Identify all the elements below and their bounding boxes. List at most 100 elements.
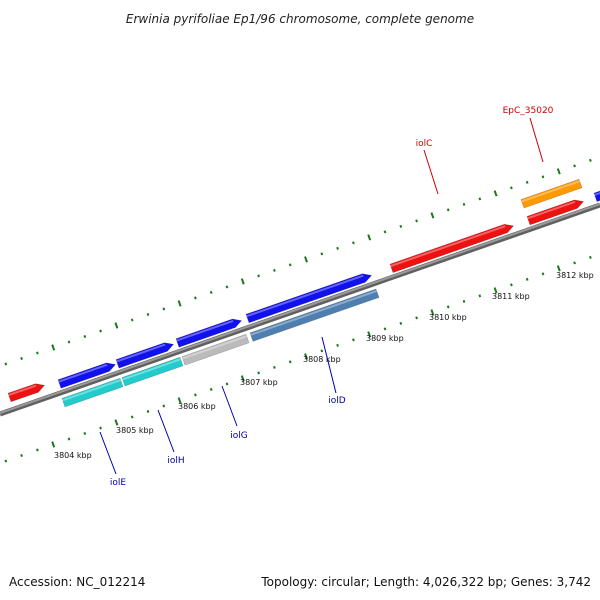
inner-track-tick	[415, 316, 418, 320]
gene-iolH-highlight	[122, 358, 181, 381]
outer-track-tick	[20, 356, 23, 360]
gene-label-iolC[interactable]: iolC	[416, 139, 433, 149]
inner-track-tick	[383, 327, 387, 331]
inner-track-tick	[194, 393, 197, 397]
inner-track-tick	[209, 387, 213, 391]
inner-track-tick	[352, 338, 355, 342]
outer-track-tick	[304, 256, 308, 263]
outer-track-tick	[273, 268, 276, 272]
gene-iolE[interactable]	[61, 377, 124, 408]
outer-track-tick	[556, 168, 561, 175]
inner-track-tick	[525, 277, 529, 281]
outer-track-tick	[162, 307, 166, 311]
gene-iolD-highlight	[250, 289, 377, 336]
gene-blue-2[interactable]	[115, 342, 175, 369]
outer-track-tick	[462, 202, 466, 206]
gene-iolC[interactable]	[389, 223, 515, 273]
inner-track-tick	[478, 294, 482, 298]
map-title: Erwinia pyrifoliae Ep1/96 chromosome, co…	[126, 12, 474, 26]
gene-iolH[interactable]	[121, 356, 184, 387]
inner-track-tick	[36, 448, 39, 452]
gene-blue-edge[interactable]	[593, 190, 600, 202]
gene-iolD[interactable]	[249, 288, 380, 342]
gene-red-left[interactable]	[7, 383, 46, 403]
inner-tick-track	[4, 255, 592, 463]
outer-track-tick	[225, 285, 229, 289]
inner-track-tick	[430, 309, 435, 316]
outer-tick-track	[4, 158, 592, 366]
inner-track-tick	[336, 343, 339, 347]
outer-track-tick	[493, 190, 498, 197]
outer-track-tick	[415, 219, 418, 223]
gene-label-EpC_35020[interactable]: EpC_35020	[503, 106, 554, 116]
inner-track-tick	[257, 371, 260, 375]
outer-track-tick	[67, 340, 71, 344]
gene-red-right[interactable]	[526, 199, 585, 226]
inner-track-tick	[83, 431, 87, 435]
gene-EpC_35020[interactable]	[520, 178, 583, 209]
outer-track-tick	[177, 300, 182, 307]
outer-track-tick	[257, 274, 260, 278]
gene-iolC-highlight	[390, 225, 506, 267]
tick-label-3808: 3808 kbp	[303, 355, 341, 364]
gene-blue-1[interactable]	[57, 362, 117, 389]
gene-labels: iolC EpC_35020 iolE iolH iolG iolD	[110, 106, 554, 488]
inner-track-tick	[304, 353, 308, 360]
gene-iolG[interactable]	[181, 333, 250, 366]
outer-track-tick	[51, 344, 56, 351]
outer-track-tick	[352, 241, 355, 245]
gene-blue-4[interactable]	[245, 273, 373, 324]
tick-label-3807: 3807 kbp	[240, 378, 278, 387]
inner-track-tick	[51, 441, 56, 448]
gene-blue-edge-highlight	[594, 192, 600, 196]
outer-track-tick	[525, 180, 529, 184]
outer-track-tick	[383, 230, 387, 234]
gene-label-iolH[interactable]: iolH	[167, 456, 184, 466]
tick-label-3809: 3809 kbp	[366, 334, 404, 343]
gene-EpC_35020-highlight	[521, 180, 580, 203]
inner-track-tick	[446, 305, 450, 309]
tick-label-3805: 3805 kbp	[116, 426, 154, 435]
inner-track-tick	[177, 397, 182, 404]
gene-blue-2-highlight	[116, 343, 166, 363]
gene-red-right-highlight	[527, 200, 576, 220]
gene-label-iolG[interactable]: iolG	[230, 431, 248, 441]
outer-track-tick	[399, 224, 403, 228]
inner-track-tick	[462, 299, 466, 303]
outer-track-tick	[510, 186, 513, 190]
outer-track-tick	[367, 234, 372, 241]
outer-track-tick	[573, 164, 576, 168]
outer-track-tick	[4, 362, 8, 366]
gene-blue-3-highlight	[176, 319, 234, 342]
outer-track-tick	[209, 290, 213, 294]
inner-track-tick	[493, 287, 498, 294]
gene-label-iolE[interactable]: iolE	[110, 478, 127, 488]
inner-track-tick	[114, 419, 119, 426]
inner-track-tick	[225, 382, 229, 386]
inner-track-tick	[240, 375, 245, 382]
gene-blue-3[interactable]	[175, 318, 243, 348]
outer-track-tick	[240, 278, 245, 285]
inner-track-tick	[67, 437, 71, 441]
inner-track-tick	[541, 272, 545, 276]
outer-track-tick	[146, 312, 150, 316]
outer-track-tick	[288, 263, 292, 267]
gene-label-iolD[interactable]: iolD	[328, 396, 346, 406]
outer-track-tick	[194, 296, 197, 300]
inner-track-tick	[320, 349, 324, 353]
inner-track-tick	[399, 321, 403, 325]
outer-track-tick	[336, 246, 339, 250]
genome-summary-text: Topology: circular; Length: 4,026,322 bp…	[260, 575, 591, 589]
backbone	[0, 202, 600, 417]
outer-track-tick	[446, 208, 450, 212]
outer-track-tick	[430, 212, 435, 219]
inner-track-tick	[288, 360, 292, 364]
inner-track-tick	[573, 261, 576, 265]
gene-blue-4-highlight	[246, 274, 364, 318]
inner-track-tick	[99, 426, 102, 430]
outer-track-tick	[83, 334, 87, 338]
inner-track-tick	[510, 283, 513, 287]
tick-label-3806: 3806 kbp	[178, 402, 216, 411]
inner-track-tick	[273, 365, 276, 369]
